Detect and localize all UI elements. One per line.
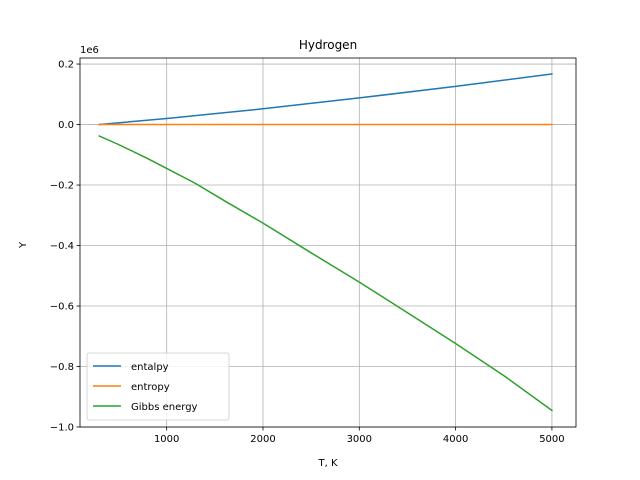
- y-tick-label: 0.2: [58, 60, 74, 71]
- x-axis-label: T, K: [317, 458, 337, 469]
- legend-label: entalpy: [131, 362, 169, 373]
- y-tick-label: −1.0: [50, 423, 74, 434]
- x-tick-label: 3000: [347, 434, 372, 445]
- legend-label: Gibbs energy: [131, 402, 198, 413]
- y-tick-label: −0.4: [50, 241, 74, 252]
- plot-frame: [79, 57, 577, 428]
- x-tick-label: 4000: [443, 434, 468, 445]
- y-tick-label: −0.6: [50, 302, 74, 313]
- y-offset-label: 1e6: [80, 45, 99, 56]
- y-tick-label: −0.2: [50, 181, 74, 192]
- series-layer: [98, 73, 553, 412]
- legend-label: entropy: [131, 382, 170, 393]
- x-tick-label: 1000: [154, 434, 179, 445]
- x-tick-label: 5000: [539, 434, 564, 445]
- series-line-gibbs-energy: [98, 135, 553, 412]
- chart-title: Hydrogen: [299, 38, 357, 52]
- ticks: 1000 2000 3000 4000 5000 0.2 0.0 −0.2 −0.4 −0.6 −0…: [50, 60, 565, 445]
- y-tick-label: −0.8: [50, 362, 74, 373]
- legend: entalpy entropy Gibbs energy: [86, 352, 230, 421]
- legend-box: [86, 352, 230, 421]
- series-line-entalpy: [98, 73, 553, 126]
- y-axis-label: Y: [18, 241, 29, 249]
- y-tick-label: 0.0: [58, 120, 74, 131]
- x-tick-label: 2000: [250, 434, 275, 445]
